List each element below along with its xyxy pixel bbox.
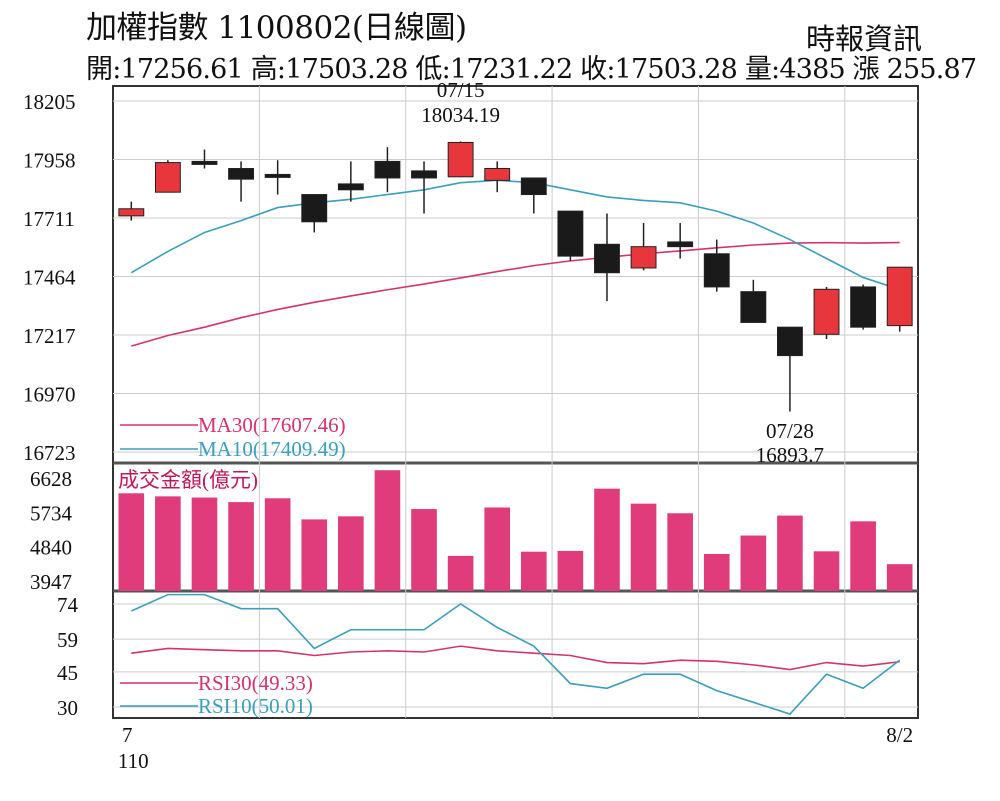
low-date-label: 07/28 (766, 419, 814, 443)
candle-body (594, 243, 620, 274)
source-label: 時報資訊 (805, 22, 922, 56)
candle-body (154, 162, 181, 193)
high-value-label: 18034.19 (421, 103, 500, 127)
volume-bar (813, 551, 840, 591)
candle-body (740, 291, 767, 323)
volume-bar (850, 521, 876, 591)
volume-bar (411, 509, 437, 591)
candle-body (703, 253, 730, 288)
y-tick-label: 18205 (23, 90, 76, 114)
candle-body (337, 183, 364, 191)
y-tick-label: 45 (57, 661, 78, 685)
volume-bar (447, 555, 474, 591)
candle-body (191, 160, 218, 165)
candle-body (776, 326, 803, 357)
candle-body (520, 177, 547, 196)
chart-title: 加權指數 1100802(日線圖) (86, 10, 467, 46)
candle-body (228, 168, 255, 180)
volume-bar (484, 507, 511, 591)
volume-bar (228, 502, 254, 591)
y-tick-label: 17217 (23, 324, 76, 348)
low-value-label: 16893.7 (756, 443, 824, 467)
x-tick-label: 8/2 (886, 723, 913, 747)
y-tick-label: 4840 (30, 536, 72, 560)
candle-body (264, 173, 291, 178)
volume-bar (667, 513, 693, 591)
high-date-label: 07/15 (437, 78, 485, 102)
ma30-line (131, 241, 900, 347)
x-tick-label: 7 (122, 723, 133, 747)
y-tick-label: 16723 (23, 441, 76, 465)
volume-bar (338, 516, 364, 591)
rsi10-legend-label: RSI10(50.01) (198, 694, 313, 718)
candle-body (813, 288, 840, 335)
candle-body (667, 241, 694, 248)
candle-body (374, 160, 401, 179)
candle-body (557, 210, 584, 257)
y-tick-label: 17464 (23, 266, 76, 290)
y-tick-label: 17711 (23, 207, 75, 231)
y-tick-label: 30 (57, 696, 78, 720)
ohlc-stats: 開:17256.61 高:17503.28 低:17231.22 收:17503… (86, 54, 977, 85)
ma10-line (130, 179, 900, 291)
candle-body (447, 141, 474, 178)
candle-body (411, 170, 437, 179)
volume-bar (155, 496, 181, 591)
rsi30-legend-label: RSI30(49.33) (198, 671, 313, 695)
candle-body (118, 208, 145, 217)
volume-bar (118, 493, 145, 591)
rsi-line (131, 645, 900, 671)
ma10-legend-label: MA10(17409.49) (198, 437, 346, 461)
volume-bar (520, 551, 547, 591)
candle-body (630, 246, 657, 269)
y-tick-label: 17958 (23, 149, 76, 173)
x-year-label: 110 (118, 749, 149, 773)
rsi-line (130, 593, 901, 715)
y-tick-label: 16970 (23, 383, 76, 407)
volume-bar (374, 470, 401, 591)
volume-bar (886, 564, 913, 591)
candle-body (850, 286, 877, 328)
y-tick-label: 74 (57, 593, 79, 617)
y-tick-label: 5734 (30, 501, 73, 525)
volume-bar (703, 553, 730, 591)
volume-bar (740, 535, 767, 591)
volume-title: 成交金額(億元) (118, 468, 258, 492)
candle-body (301, 194, 328, 223)
y-tick-label: 59 (57, 628, 78, 652)
volume-bar (777, 515, 803, 591)
volume-bar (630, 503, 657, 591)
candle-body (484, 168, 511, 181)
volume-bar (191, 497, 218, 591)
volume-bar (301, 519, 328, 591)
chart-frame (112, 85, 919, 719)
candle-body (886, 266, 913, 327)
y-tick-label: 6628 (30, 467, 72, 491)
y-tick-label: 3947 (30, 570, 72, 594)
volume-bar (594, 488, 620, 591)
ma30-legend-label: MA30(17607.46) (198, 413, 346, 437)
volume-bar (557, 550, 584, 591)
volume-bar (264, 498, 291, 591)
